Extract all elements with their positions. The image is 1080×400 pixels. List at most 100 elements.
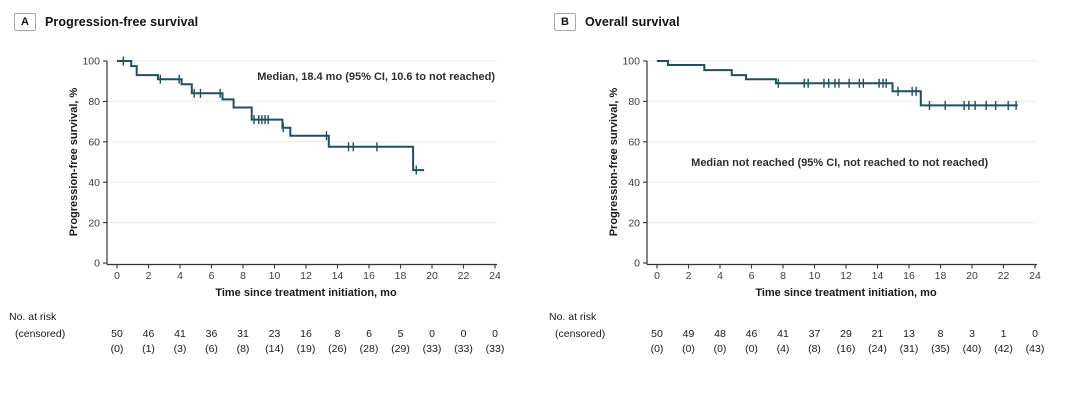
censored-count: (1)	[142, 343, 155, 355]
risk-table: No. at risk (censored) 50 (0) 49 (0) 48 (0) 46 (0…	[549, 311, 1044, 355]
censored-count: (24)	[868, 343, 887, 355]
risk-table-censored-label: (censored)	[555, 328, 605, 340]
censored-count: (33)	[454, 343, 473, 355]
at-risk-count: 46	[746, 328, 758, 340]
at-risk-count: 50	[111, 328, 123, 340]
x-tick-label: 0	[114, 270, 120, 282]
at-risk-count: 48	[714, 328, 726, 340]
at-risk-count: 13	[903, 328, 915, 340]
censored-count: (43)	[1026, 343, 1045, 355]
censored-count: (42)	[994, 343, 1013, 355]
x-tick-label: 14	[332, 270, 344, 282]
at-risk-count: 0	[492, 328, 498, 340]
censored-count: (14)	[265, 343, 284, 355]
censored-count: (0)	[651, 343, 664, 355]
censored-count: (0)	[111, 343, 124, 355]
panel-b-title: Overall survival	[584, 15, 680, 29]
censored-count: (19)	[297, 343, 316, 355]
gridlines	[647, 60, 1037, 224]
risk-table: No. at risk(censored) 50(0)46(1)41(3)36(6…	[9, 311, 504, 355]
x-tick-label: 0	[654, 270, 660, 282]
x-tick-label: 18	[395, 270, 407, 282]
x-tick-label: 20	[426, 270, 438, 282]
risk-table-censored-label: (censored)	[15, 328, 65, 340]
panel-b: B Overall survival 0 20 40 60 80 100 0 2 4 6 8 10 12…	[540, 0, 1080, 400]
at-risk-count: 29	[840, 328, 852, 340]
gridlines	[107, 60, 497, 224]
y-tick-label: 100	[82, 56, 100, 68]
risk-table-label: No. at risk	[549, 311, 597, 323]
at-risk-count: 8	[938, 328, 944, 340]
x-tick-label: 12	[840, 270, 852, 282]
at-risk-count: 37	[809, 328, 821, 340]
at-risk-count: 6	[366, 328, 372, 340]
y-tick-label: 60	[88, 136, 100, 148]
at-risk-count: 23	[269, 328, 281, 340]
y-tick-label: 0	[634, 258, 640, 270]
x-tick-label: 20	[966, 270, 978, 282]
x-tick-label: 2	[686, 270, 692, 282]
km-curve	[657, 60, 1018, 107]
y-tick-label: 100	[622, 56, 640, 68]
censored-count: (29)	[391, 343, 410, 355]
x-tick-label: 6	[749, 270, 755, 282]
at-risk-count: 16	[300, 328, 312, 340]
panel-a-badge: A	[14, 13, 36, 31]
at-risk-count: 41	[174, 328, 186, 340]
x-tick-label: 8	[240, 270, 246, 282]
x-axis-title: Time since treatment initiation, mo	[755, 287, 937, 299]
panel-a: A Progression-free survival 0 20 40 60 80 100…	[9, 13, 504, 355]
panel-b-badge: B	[554, 13, 576, 31]
censored-count: (0)	[714, 343, 727, 355]
y-tick-label: 20	[628, 217, 640, 229]
x-tick-label: 8	[780, 270, 786, 282]
risk-table-label: No. at risk	[9, 311, 57, 323]
median-annotation: Median not reached (95% CI, not reached …	[691, 157, 988, 169]
km-curve	[117, 60, 425, 172]
censored-count: (33)	[423, 343, 442, 355]
x-tick-label: 22	[458, 270, 470, 282]
at-risk-count: 21	[872, 328, 884, 340]
x-tick-label: 16	[363, 270, 375, 282]
at-risk-count: 0	[429, 328, 435, 340]
x-tick-label: 10	[269, 270, 281, 282]
at-risk-count: 31	[237, 328, 249, 340]
at-risk-count: 8	[335, 328, 341, 340]
at-risk-count: 1	[1001, 328, 1007, 340]
x-tick-label: 6	[209, 270, 215, 282]
censor-marks	[122, 56, 417, 175]
median-annotation: Median, 18.4 mo (95% CI, 10.6 to not rea…	[257, 71, 495, 83]
at-risk-count: 0	[1032, 328, 1038, 340]
censored-count: (33)	[486, 343, 505, 355]
censored-count: (8)	[237, 343, 250, 355]
x-axis-title: Time since treatment initiation, mo	[215, 287, 397, 299]
censored-count: (28)	[360, 343, 379, 355]
censored-count: (0)	[682, 343, 695, 355]
at-risk-count: 46	[143, 328, 155, 340]
y-tick-label: 80	[628, 96, 640, 108]
at-risk-count: 5	[398, 328, 404, 340]
y-tick-label: 40	[628, 177, 640, 189]
at-risk-count: 0	[461, 328, 467, 340]
censor-marks	[777, 78, 1017, 110]
censored-count: (0)	[745, 343, 758, 355]
x-tick-label: 4	[717, 270, 723, 282]
censored-count: (26)	[328, 343, 347, 355]
censored-count: (8)	[808, 343, 821, 355]
x-tick-label: 14	[872, 270, 884, 282]
x-tick-label: 18	[935, 270, 947, 282]
censored-count: (16)	[837, 343, 856, 355]
x-tick-label: 22	[998, 270, 1010, 282]
at-risk-count: 49	[683, 328, 695, 340]
x-tick-label: 4	[177, 270, 183, 282]
at-risk-count: 41	[777, 328, 789, 340]
y-axis-title: Progression-free survival, %	[608, 88, 620, 237]
x-tick-label: 16	[903, 270, 915, 282]
y-tick-label: 20	[88, 217, 100, 229]
panel-b-header: B Overall survival	[554, 13, 680, 31]
x-tick-label: 24	[489, 270, 501, 282]
